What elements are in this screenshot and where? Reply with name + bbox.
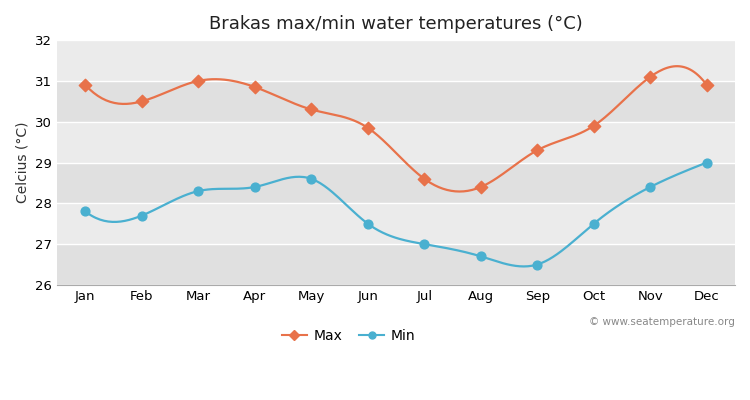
- Max: [80, 82, 92, 88]
- Max: [305, 106, 317, 113]
- Min: [249, 184, 261, 190]
- Y-axis label: Celcius (°C): Celcius (°C): [15, 122, 29, 203]
- Bar: [57, 244, 735, 285]
- Max: [644, 74, 656, 80]
- Max: [588, 122, 600, 129]
- Min: [192, 188, 204, 194]
- Max: [419, 176, 430, 182]
- Min: [700, 159, 712, 166]
- Max: [475, 184, 487, 190]
- Max: [700, 82, 712, 88]
- Min: [644, 184, 656, 190]
- Min: [475, 253, 487, 260]
- Min: [588, 220, 600, 227]
- Max: [249, 84, 261, 90]
- Min: [80, 208, 92, 215]
- Max: [362, 125, 374, 131]
- Max: [136, 98, 148, 104]
- Min: [419, 241, 430, 247]
- Min: [531, 261, 543, 268]
- Min: [305, 176, 317, 182]
- Bar: [57, 162, 735, 203]
- Title: Brakas max/min water temperatures (°C): Brakas max/min water temperatures (°C): [209, 15, 583, 33]
- Min: [136, 212, 148, 219]
- Min: [362, 220, 374, 227]
- Max: [531, 147, 543, 154]
- Legend: Max, Min: Max, Min: [276, 324, 422, 349]
- Bar: [57, 81, 735, 122]
- Max: [192, 78, 204, 84]
- Text: © www.seatemperature.org: © www.seatemperature.org: [590, 317, 735, 327]
